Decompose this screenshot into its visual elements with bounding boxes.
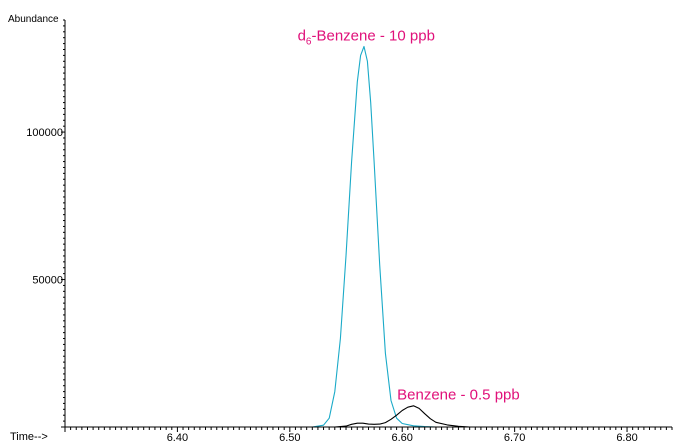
x-tick-label: 6.50 (279, 432, 300, 444)
x-axis-label: Time--> (10, 431, 48, 443)
y-tick-label: 50000 (32, 275, 63, 287)
y-ticks: 50000 100000 (26, 19, 65, 428)
series-line-1 (65, 405, 672, 428)
series-line-0 (65, 45, 672, 428)
x-tick-label: 6.80 (616, 432, 637, 444)
plot-area (65, 45, 672, 428)
annotation-benzene: Benzene - 0.5 ppb (397, 387, 520, 404)
y-tick-label: 100000 (26, 127, 63, 139)
y-axis-label: Abundance (8, 14, 59, 25)
x-axis: 6.40 6.50 6.60 6.70 6.80 (64, 426, 673, 444)
x-tick-label: 6.40 (167, 432, 188, 444)
x-ticks: 6.40 6.50 6.60 6.70 6.80 (64, 427, 673, 444)
annotations: d6-Benzene - 10 ppb Benzene - 0.5 ppb (298, 28, 520, 404)
y-axis: 50000 100000 (26, 19, 66, 428)
annotation-d6: d6-Benzene - 10 ppb (298, 28, 435, 48)
x-tick-label: 6.70 (504, 432, 525, 444)
x-tick-label: 6.60 (392, 432, 413, 444)
